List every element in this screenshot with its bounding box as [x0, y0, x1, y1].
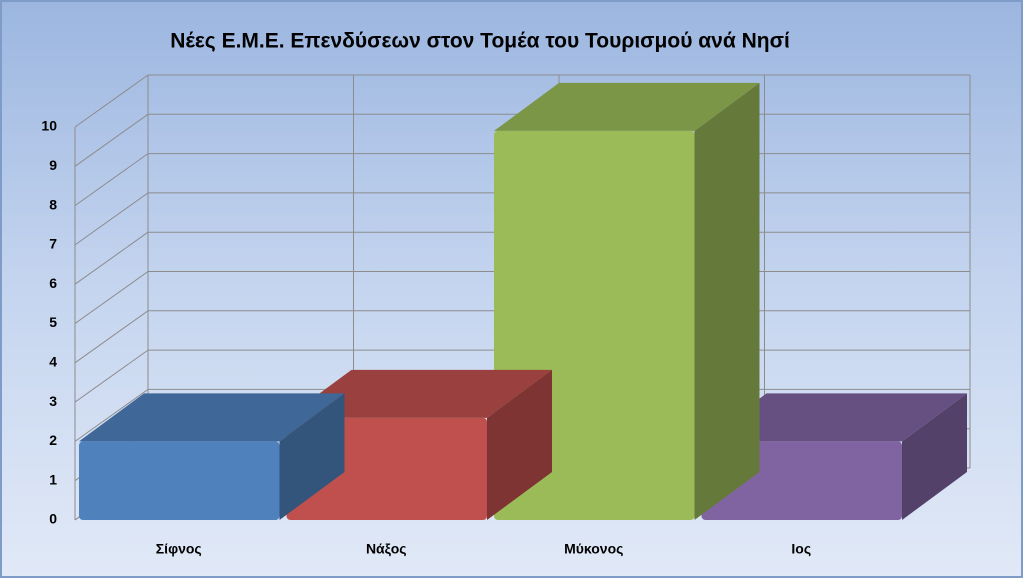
bar-side — [694, 82, 760, 521]
bar — [79, 441, 280, 520]
grid-line — [74, 74, 149, 128]
y-tick-label: 7 — [49, 236, 57, 252]
grid-line — [74, 192, 149, 246]
chart-title: Νέες Ε.Μ.Ε. Επενδύσεων στον Τομέα του Το… — [170, 30, 790, 53]
x-tick-label: Σίφνος — [156, 541, 202, 557]
x-tick-label: Νάξος — [366, 541, 407, 557]
bar-top — [494, 82, 760, 131]
y-tick-label: 2 — [49, 432, 57, 448]
y-tick-label: 8 — [49, 196, 57, 212]
y-tick-label: 0 — [49, 511, 57, 527]
y-tick-label: 5 — [49, 314, 57, 330]
grid-line — [74, 113, 149, 167]
y-tick-label: 4 — [49, 354, 57, 370]
y-tick-label: 6 — [49, 275, 57, 291]
bar-side — [487, 369, 552, 520]
x-tick-label: Μύκονος — [564, 541, 623, 557]
bar-top — [286, 369, 552, 418]
grid-line — [74, 153, 149, 207]
grid-line — [74, 388, 149, 442]
grid-line — [74, 231, 149, 285]
y-tick-label: 9 — [49, 157, 57, 173]
y-tick-label: 1 — [49, 471, 57, 487]
bar-top — [79, 393, 345, 442]
bar-top — [701, 393, 967, 442]
grid-line — [74, 310, 149, 364]
y-tick-label: 10 — [41, 118, 57, 134]
grid-line — [74, 349, 149, 403]
y-tick-label: 3 — [49, 393, 57, 409]
grid-line — [74, 271, 149, 324]
bar-side — [279, 393, 345, 520]
bar-side — [902, 393, 967, 520]
x-tick-label: Ιος — [791, 541, 811, 557]
